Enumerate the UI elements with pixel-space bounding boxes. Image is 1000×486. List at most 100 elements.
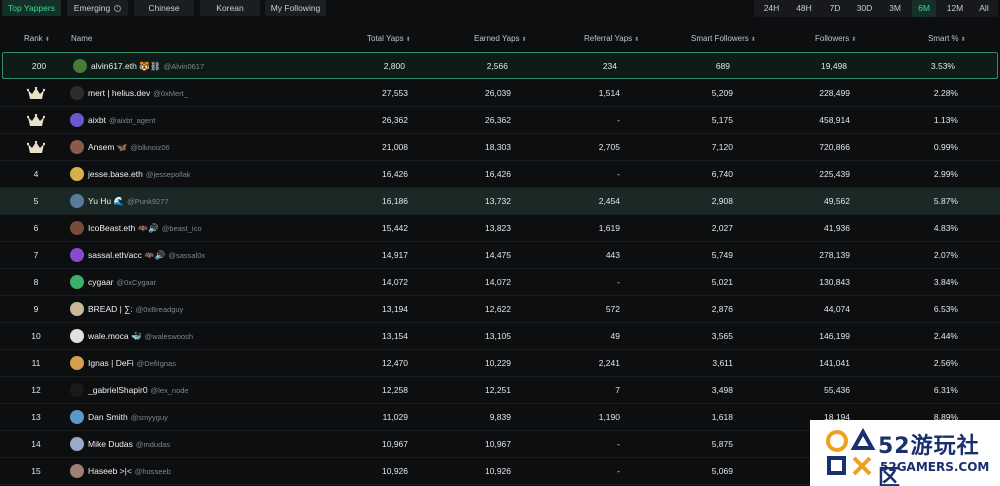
user-handle: @blknoiz06 <box>130 143 170 152</box>
col-label: Followers <box>815 34 850 43</box>
user-name-cell[interactable]: cygaar @0xCygaar <box>88 269 156 296</box>
info-icon[interactable]: i <box>114 5 122 13</box>
referral-yaps-value: - <box>617 466 620 476</box>
timeframe-6m[interactable]: 6M <box>912 0 936 17</box>
col-label: Referral Yaps <box>584 34 633 43</box>
display-name: Yu Hu 🌊 <box>88 196 125 206</box>
smart-followers-value: 7,120 <box>711 142 733 152</box>
timeframe-30d[interactable]: 30D <box>856 3 873 13</box>
followers-value: 228,499 <box>819 88 850 98</box>
tab-korean[interactable]: Korean <box>200 0 260 16</box>
user-handle: @DefiIgnas <box>136 359 176 368</box>
avatar[interactable] <box>70 329 84 343</box>
table-row[interactable]: Ansem 🦋 @blknoiz06 21,008 18,303 2,705 7,120 7… <box>0 134 1000 161</box>
smart-followers-value: 3,498 <box>711 385 733 395</box>
smart-followers-value: 5,175 <box>711 115 733 125</box>
user-name-cell[interactable]: mert | helius.dev @0xMert_ <box>88 80 188 107</box>
col-smart-followers[interactable]: Smart Followers ⬍ <box>691 30 756 48</box>
crown-icon <box>27 141 45 153</box>
user-name-cell[interactable]: Haseeb >|< @hosseeb <box>88 458 171 485</box>
table-row[interactable]: 15 Haseeb >|< @hosseeb 10,926 10,926 - 5,069 <box>0 458 1000 485</box>
avatar[interactable] <box>70 140 84 154</box>
user-name-cell[interactable]: Ignas | DeFi @DefiIgnas <box>88 350 176 377</box>
avatar[interactable] <box>70 167 84 181</box>
user-name-cell[interactable]: Ansem 🦋 @blknoiz06 <box>88 134 170 161</box>
smart-followers-value: 5,021 <box>711 277 733 287</box>
user-name-cell[interactable]: Dan Smith @smyyguy <box>88 404 168 431</box>
user-name-cell[interactable]: _gabrielShapir0 @lex_node <box>88 377 189 404</box>
avatar[interactable] <box>70 437 84 451</box>
avatar[interactable] <box>73 59 87 73</box>
tab-top-yappers[interactable]: Top Yappers <box>2 0 61 16</box>
earned-yaps-value: 13,732 <box>485 196 511 206</box>
table-row[interactable]: 7 sassal.eth/acc 🦇🔊 @sassal0x 14,917 14,475 4… <box>0 242 1000 269</box>
col-earned-yaps[interactable]: Earned Yaps ⬍ <box>474 30 527 48</box>
table-row[interactable]: 14 Mike Dudas @mdudas 10,967 10,967 - 5,875 <box>0 431 1000 458</box>
table-row[interactable]: 8 cygaar @0xCygaar 14,072 14,072 - 5,021 130,84… <box>0 269 1000 296</box>
col-label: Total Yaps <box>367 34 404 43</box>
user-name-cell[interactable]: Mike Dudas @mdudas <box>88 431 170 458</box>
user-name-cell[interactable]: wale.moca 🐳 @waleswoosh <box>88 323 193 350</box>
rank-value: 13 <box>31 412 41 422</box>
earned-yaps-value: 9,839 <box>489 412 511 422</box>
table-row[interactable]: 10 wale.moca 🐳 @waleswoosh 13,154 13,105 49 3,… <box>0 323 1000 350</box>
timeframe-all[interactable]: All <box>979 3 989 13</box>
col-referral-yaps[interactable]: Referral Yaps ⬍ <box>584 30 639 48</box>
timeframe-48h[interactable]: 48H <box>796 3 812 13</box>
smart-pct-value: 4.83% <box>933 223 958 233</box>
display-name: jesse.base.eth <box>88 169 143 179</box>
user-name-cell[interactable]: BREAD | ∑: @0xBreadguy <box>88 296 183 323</box>
table-row[interactable]: 9 BREAD | ∑: @0xBreadguy 13,194 12,622 572 2,8… <box>0 296 1000 323</box>
total-yaps-value: 13,154 <box>382 331 408 341</box>
col-total-yaps[interactable]: Total Yaps ⬍ <box>367 30 411 48</box>
avatar[interactable] <box>70 383 84 397</box>
avatar[interactable] <box>70 113 84 127</box>
table-row[interactable]: 11 Ignas | DeFi @DefiIgnas 12,470 10,229 2,24… <box>0 350 1000 377</box>
table-row[interactable]: 5 Yu Hu 🌊 @Punk9277 16,186 13,732 2,454 2,908 4… <box>0 188 1000 215</box>
user-name-cell[interactable]: alvin617.eth 🐯⛓ @Alvin0617 <box>91 53 204 80</box>
avatar[interactable] <box>70 464 84 478</box>
avatar[interactable] <box>70 221 84 235</box>
watermark-logo: 52游玩社区 52GAMERS.COM <box>810 420 1000 486</box>
rank-value: 5 <box>33 196 39 206</box>
referral-yaps-value: 2,454 <box>598 196 620 206</box>
avatar[interactable] <box>70 275 84 289</box>
avatar[interactable] <box>70 356 84 370</box>
user-name-cell[interactable]: jesse.base.eth @jessepollak <box>88 161 191 188</box>
col-followers[interactable]: Followers ⬍ <box>815 30 856 48</box>
tab-chinese[interactable]: Chinese <box>134 0 194 16</box>
tab-my-following[interactable]: My Following <box>265 0 326 16</box>
timeframe-24h[interactable]: 24H <box>763 3 780 13</box>
user-name-cell[interactable]: Yu Hu 🌊 @Punk9277 <box>88 188 169 215</box>
table-row[interactable]: mert | helius.dev @0xMert_ 27,553 26,039 1,5… <box>0 80 1000 107</box>
total-yaps-value: 16,186 <box>382 196 408 206</box>
timeframe-3m[interactable]: 3M <box>889 3 901 13</box>
referral-yaps-value: 1,514 <box>598 88 620 98</box>
display-name: sassal.eth/acc 🦇🔊 <box>88 250 166 260</box>
avatar[interactable] <box>70 86 84 100</box>
tab-emerging[interactable]: Emerging i <box>67 0 128 16</box>
col-smart-pct[interactable]: Smart % ⬍ <box>928 30 966 48</box>
display-name: BREAD | ∑: <box>88 304 133 314</box>
table-row[interactable]: 4 jesse.base.eth @jessepollak 16,426 16,426 -… <box>0 161 1000 188</box>
user-name-cell[interactable]: aixbt @aixbt_agent <box>88 107 155 134</box>
user-handle: @Alvin0617 <box>163 62 205 71</box>
table-row[interactable]: 12 _gabrielShapir0 @lex_node 12,258 12,251 7 3… <box>0 377 1000 404</box>
avatar[interactable] <box>70 194 84 208</box>
table-row[interactable]: aixbt @aixbt_agent 26,362 26,362 - 5,175 458,9… <box>0 107 1000 134</box>
user-name-cell[interactable]: sassal.eth/acc 🦇🔊 @sassal0x <box>88 242 205 269</box>
timeframe-12m[interactable]: 12M <box>946 3 964 13</box>
referral-yaps-value: 7 <box>615 385 620 395</box>
avatar[interactable] <box>70 302 84 316</box>
avatar[interactable] <box>70 248 84 262</box>
user-name-cell[interactable]: IcoBeast.eth 🦇🔊 @beast_ico <box>88 215 202 242</box>
col-rank[interactable]: Rank ⬍ <box>24 30 50 48</box>
table-row[interactable]: 200 alvin617.eth 🐯⛓ @Alvin0617 2,800 2,566 23… <box>2 52 998 79</box>
avatar[interactable] <box>70 410 84 424</box>
timeframe-7d[interactable]: 7D <box>829 3 841 13</box>
table-row[interactable]: 6 IcoBeast.eth 🦇🔊 @beast_ico 15,442 13,823 1,… <box>0 215 1000 242</box>
total-yaps-value: 14,917 <box>382 250 408 260</box>
user-handle: @hosseeb <box>134 467 171 476</box>
referral-yaps-value: 1,190 <box>598 412 620 422</box>
table-row[interactable]: 13 Dan Smith @smyyguy 11,029 9,839 1,190 1,618… <box>0 404 1000 431</box>
